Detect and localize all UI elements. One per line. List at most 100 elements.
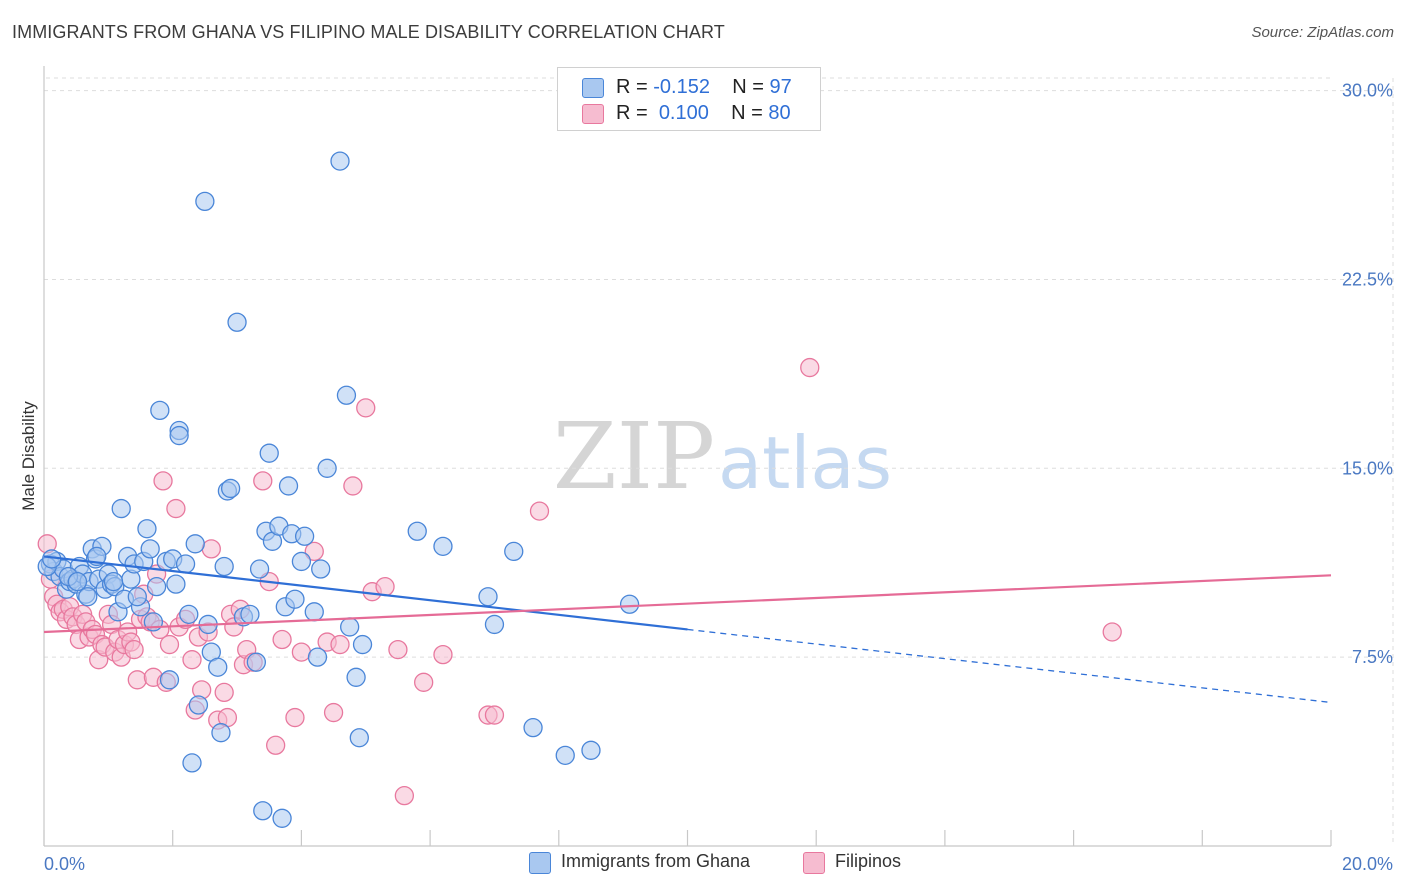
- ghana-point: [214, 556, 234, 577]
- ghana-point: [208, 657, 228, 677]
- filipino-point: [529, 501, 550, 521]
- ghana-point: [246, 652, 267, 672]
- filipino-point: [304, 541, 324, 562]
- ghana-point: [311, 559, 331, 579]
- ghana-point: [159, 670, 180, 690]
- filipino-point: [201, 539, 221, 559]
- trend-lines: [43, 555, 1332, 704]
- filipino-point: [800, 357, 820, 378]
- ghana-point: [285, 589, 305, 609]
- ghana-point: [478, 587, 498, 607]
- y-tick-label: 22.5%: [1342, 269, 1393, 289]
- ghana-point: [294, 526, 315, 546]
- legend-r-value-ghana: -0.152: [653, 76, 710, 98]
- ghana-point: [349, 728, 369, 748]
- ghana-points: [37, 151, 640, 828]
- ghana-point: [220, 478, 241, 499]
- axes: [43, 66, 1332, 847]
- x-tick-label-min: 0.0%: [44, 854, 85, 874]
- ghana-point: [317, 458, 337, 478]
- ghana-point: [330, 151, 350, 171]
- ghana-point: [278, 476, 299, 496]
- ghana-point: [78, 587, 98, 607]
- ghana-point: [166, 574, 186, 594]
- filipino-point: [394, 785, 415, 806]
- ghana-point: [182, 753, 202, 773]
- ghana-point: [259, 443, 279, 463]
- x-tick-label-max: 20.0%: [1342, 854, 1393, 874]
- legend-n-label: N =: [732, 76, 764, 98]
- legend-swatch-ghana: [582, 78, 604, 98]
- ghana-point: [211, 723, 231, 743]
- ghana-point: [179, 604, 199, 624]
- ghana-point: [336, 385, 357, 405]
- filipino-trend-line: [43, 574, 1332, 634]
- bottom-legend-swatch-ghana: [529, 852, 551, 874]
- y-axis-title: Male Disability: [19, 401, 38, 511]
- source-note: Source: ZipAtlas.com: [1251, 24, 1394, 41]
- ghana-point: [253, 801, 273, 821]
- watermark-atlas: atlas: [718, 421, 892, 505]
- axis-labels: 7.5% 15.0% 22.5% 30.0% 0.0% 20.0% Male Disabil…: [19, 81, 1393, 874]
- filipino-point: [343, 476, 363, 496]
- filipino-point: [330, 634, 350, 655]
- ghana-point: [103, 571, 124, 592]
- filipino-point: [166, 498, 186, 519]
- bottom-legend-label-ghana: Immigrants from Ghana: [561, 851, 751, 871]
- filipino-point: [159, 634, 180, 655]
- legend-r-label: R =: [616, 102, 648, 124]
- filipino-point: [291, 642, 312, 662]
- bottom-legend-label-filipino: Filipinos: [835, 851, 902, 871]
- ghana-point: [581, 740, 601, 760]
- filipino-point: [253, 471, 273, 491]
- legend-n-value-filipino: 80: [768, 102, 791, 124]
- y-tick-label: 7.5%: [1352, 647, 1393, 667]
- ghana-point: [140, 539, 160, 559]
- ghana-point: [150, 400, 170, 421]
- filipino-point: [375, 576, 395, 597]
- ghana-point: [111, 498, 131, 519]
- filipino-point: [153, 471, 173, 491]
- ghana-point: [146, 576, 167, 597]
- filipino-point: [124, 639, 144, 660]
- ghana-point: [346, 667, 366, 687]
- legend-n-label: N =: [731, 102, 763, 124]
- ghana-point: [523, 718, 543, 738]
- ghana-point: [127, 587, 147, 607]
- ghana-point: [504, 541, 524, 562]
- ghana-point: [407, 521, 427, 541]
- filipino-point: [414, 672, 434, 692]
- filipino-point: [272, 629, 292, 650]
- ghana-point: [169, 425, 189, 446]
- filipino-point: [285, 707, 305, 728]
- filipino-point: [484, 705, 505, 725]
- correlation-legend: R = -0.152 N = 97 R = 0.100 N = 80: [557, 67, 821, 131]
- legend-r-value-filipino: 0.100: [658, 102, 709, 124]
- ghana-trend-extension: [687, 628, 1332, 704]
- filipino-point: [266, 735, 286, 755]
- ghana-point: [619, 594, 640, 614]
- ghana-point: [175, 554, 196, 574]
- watermark-zip: ZIP: [553, 403, 715, 510]
- ghana-point: [185, 534, 205, 554]
- filipino-point: [182, 650, 202, 670]
- chart-title: IMMIGRANTS FROM GHANA VS FILIPINO MALE D…: [12, 22, 725, 42]
- ghana-point: [195, 191, 215, 212]
- ghana-point: [484, 614, 505, 635]
- ghana-trend-line: [43, 555, 688, 631]
- filipino-point: [388, 639, 408, 660]
- ghana-point: [240, 604, 260, 624]
- ghana-point: [340, 617, 360, 637]
- ghana-point: [304, 602, 324, 622]
- filipino-point: [323, 702, 344, 723]
- legend-n-value-ghana: 97: [769, 76, 792, 98]
- ghana-point: [291, 551, 312, 572]
- ghana-point: [249, 559, 270, 579]
- filipino-point: [1102, 622, 1122, 642]
- filipino-point: [214, 682, 234, 703]
- filipino-point: [356, 398, 376, 418]
- ghana-point: [433, 536, 453, 557]
- y-tick-label: 15.0%: [1342, 458, 1393, 478]
- y-tick-label: 30.0%: [1342, 81, 1393, 101]
